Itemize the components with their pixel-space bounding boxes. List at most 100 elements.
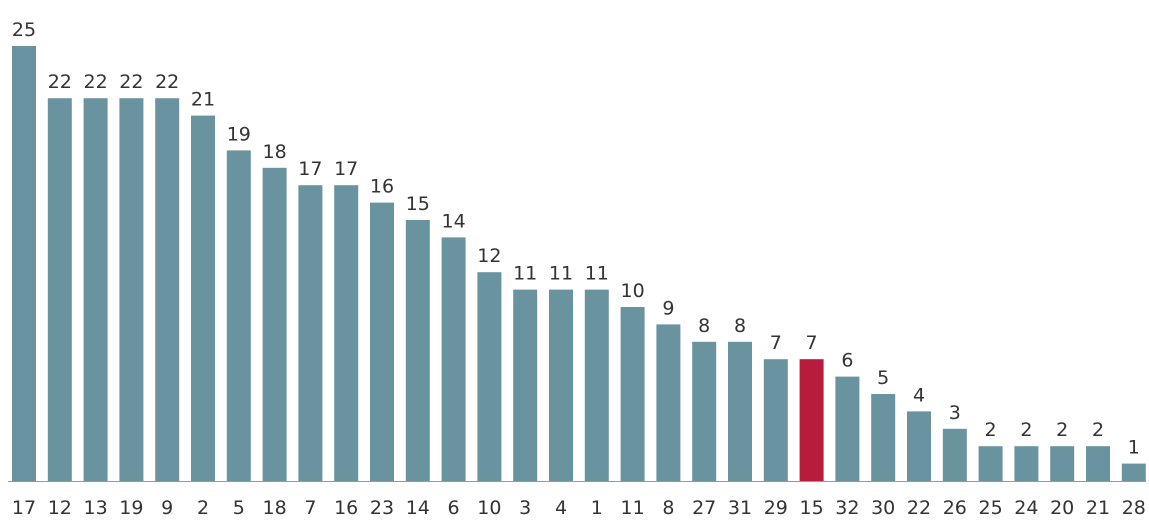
value-label-8: 9: [662, 297, 674, 319]
bar-20: [1050, 446, 1075, 481]
bar-26: [942, 428, 967, 481]
value-label-5: 19: [227, 123, 251, 145]
bar-24: [1014, 446, 1039, 481]
x-tick-label-3: 3: [519, 497, 531, 519]
value-label-4: 11: [549, 263, 573, 285]
bar-10: [477, 272, 502, 481]
x-tick-label-17: 17: [12, 497, 36, 519]
x-tick-label-29: 29: [764, 497, 788, 519]
x-tick-label-14: 14: [406, 497, 430, 519]
value-label-6: 14: [442, 210, 466, 232]
value-label-12: 22: [48, 71, 72, 93]
bar-14: [405, 220, 430, 481]
x-tick-label-12: 12: [48, 497, 72, 519]
value-label-21: 2: [1092, 419, 1104, 441]
x-tick-label-4: 4: [555, 497, 567, 519]
value-label-28: 1: [1128, 437, 1140, 459]
x-tick-label-25: 25: [979, 497, 1003, 519]
x-tick-label-11: 11: [621, 497, 645, 519]
x-tick-label-9: 9: [161, 497, 173, 519]
value-label-11: 10: [621, 280, 645, 302]
value-label-2: 21: [191, 89, 215, 111]
x-tick-labels-group: 17 12 13 19 9 2 5 18 7 16 23 14 6 10 3 4 1 11 8 27 31 29 15 32 3…: [12, 497, 1146, 519]
value-label-19: 22: [119, 71, 143, 93]
x-tick-label-13: 13: [84, 497, 108, 519]
value-label-14: 15: [406, 193, 430, 215]
bar-17: [12, 46, 36, 481]
x-tick-label-19: 19: [119, 497, 143, 519]
value-label-31: 8: [734, 315, 746, 337]
bar-6: [441, 237, 466, 481]
x-tick-label-30: 30: [871, 497, 895, 519]
x-tick-label-16: 16: [334, 497, 358, 519]
x-tick-label-8: 8: [662, 497, 674, 519]
bar-25: [978, 446, 1003, 481]
bar-7: [298, 185, 323, 481]
x-tick-label-7: 7: [304, 497, 316, 519]
value-label-26: 3: [949, 402, 961, 424]
bar-29: [763, 359, 788, 481]
value-label-20: 2: [1056, 419, 1068, 441]
value-label-30: 5: [877, 367, 889, 389]
value-label-23: 16: [370, 176, 394, 198]
x-tick-label-1: 1: [591, 497, 603, 519]
bar-5: [226, 150, 251, 481]
value-label-1: 11: [585, 263, 609, 285]
value-label-16: 17: [334, 158, 358, 180]
bar-11: [620, 307, 645, 481]
x-tick-label-18: 18: [263, 497, 287, 519]
value-label-10: 12: [477, 245, 501, 267]
value-label-32: 6: [841, 350, 853, 372]
bar-32: [835, 376, 860, 481]
bar-12: [47, 98, 72, 481]
x-tick-label-20: 20: [1050, 497, 1074, 519]
bar-4: [549, 289, 573, 481]
value-label-29: 7: [770, 332, 782, 354]
bars-group: [12, 46, 1146, 482]
x-tick-label-23: 23: [370, 497, 394, 519]
bar-31: [728, 341, 752, 481]
bar-19: [119, 98, 144, 481]
bar-23: [370, 202, 394, 481]
bar-8: [656, 324, 681, 481]
value-label-7: 17: [298, 158, 322, 180]
x-tick-label-31: 31: [728, 497, 752, 519]
value-label-3: 11: [513, 263, 537, 285]
bar-9: [155, 98, 180, 481]
bar-28: [1121, 463, 1146, 481]
value-label-25: 2: [985, 419, 997, 441]
bar-22: [907, 411, 931, 481]
value-label-13: 22: [84, 71, 108, 93]
x-tick-label-27: 27: [692, 497, 716, 519]
x-tick-label-21: 21: [1086, 497, 1110, 519]
bar-18: [262, 167, 287, 482]
bar-3: [513, 289, 538, 481]
x-tick-label-15: 15: [800, 497, 824, 519]
x-tick-label-6: 6: [448, 497, 460, 519]
value-label-27: 8: [698, 315, 710, 337]
x-tick-label-32: 32: [835, 497, 859, 519]
x-tick-label-2: 2: [197, 497, 209, 519]
x-tick-label-22: 22: [907, 497, 931, 519]
x-tick-label-5: 5: [233, 497, 245, 519]
x-tick-label-10: 10: [477, 497, 501, 519]
bar-21: [1086, 446, 1110, 481]
value-label-24: 2: [1020, 419, 1032, 441]
value-label-22: 4: [913, 384, 925, 406]
x-tick-label-28: 28: [1122, 497, 1146, 519]
bar-16: [334, 185, 359, 481]
x-tick-label-24: 24: [1014, 497, 1038, 519]
value-label-17: 25: [12, 19, 36, 41]
value-label-15: 7: [806, 332, 818, 354]
bar-1: [584, 289, 609, 481]
bar-2: [191, 115, 215, 481]
value-label-18: 18: [263, 141, 287, 163]
bar-27: [692, 341, 717, 481]
value-label-9: 22: [155, 71, 179, 93]
bar-13: [83, 98, 108, 481]
x-tick-label-26: 26: [943, 497, 967, 519]
bar-15-highlighted: [799, 359, 824, 481]
bar-30: [871, 394, 896, 481]
